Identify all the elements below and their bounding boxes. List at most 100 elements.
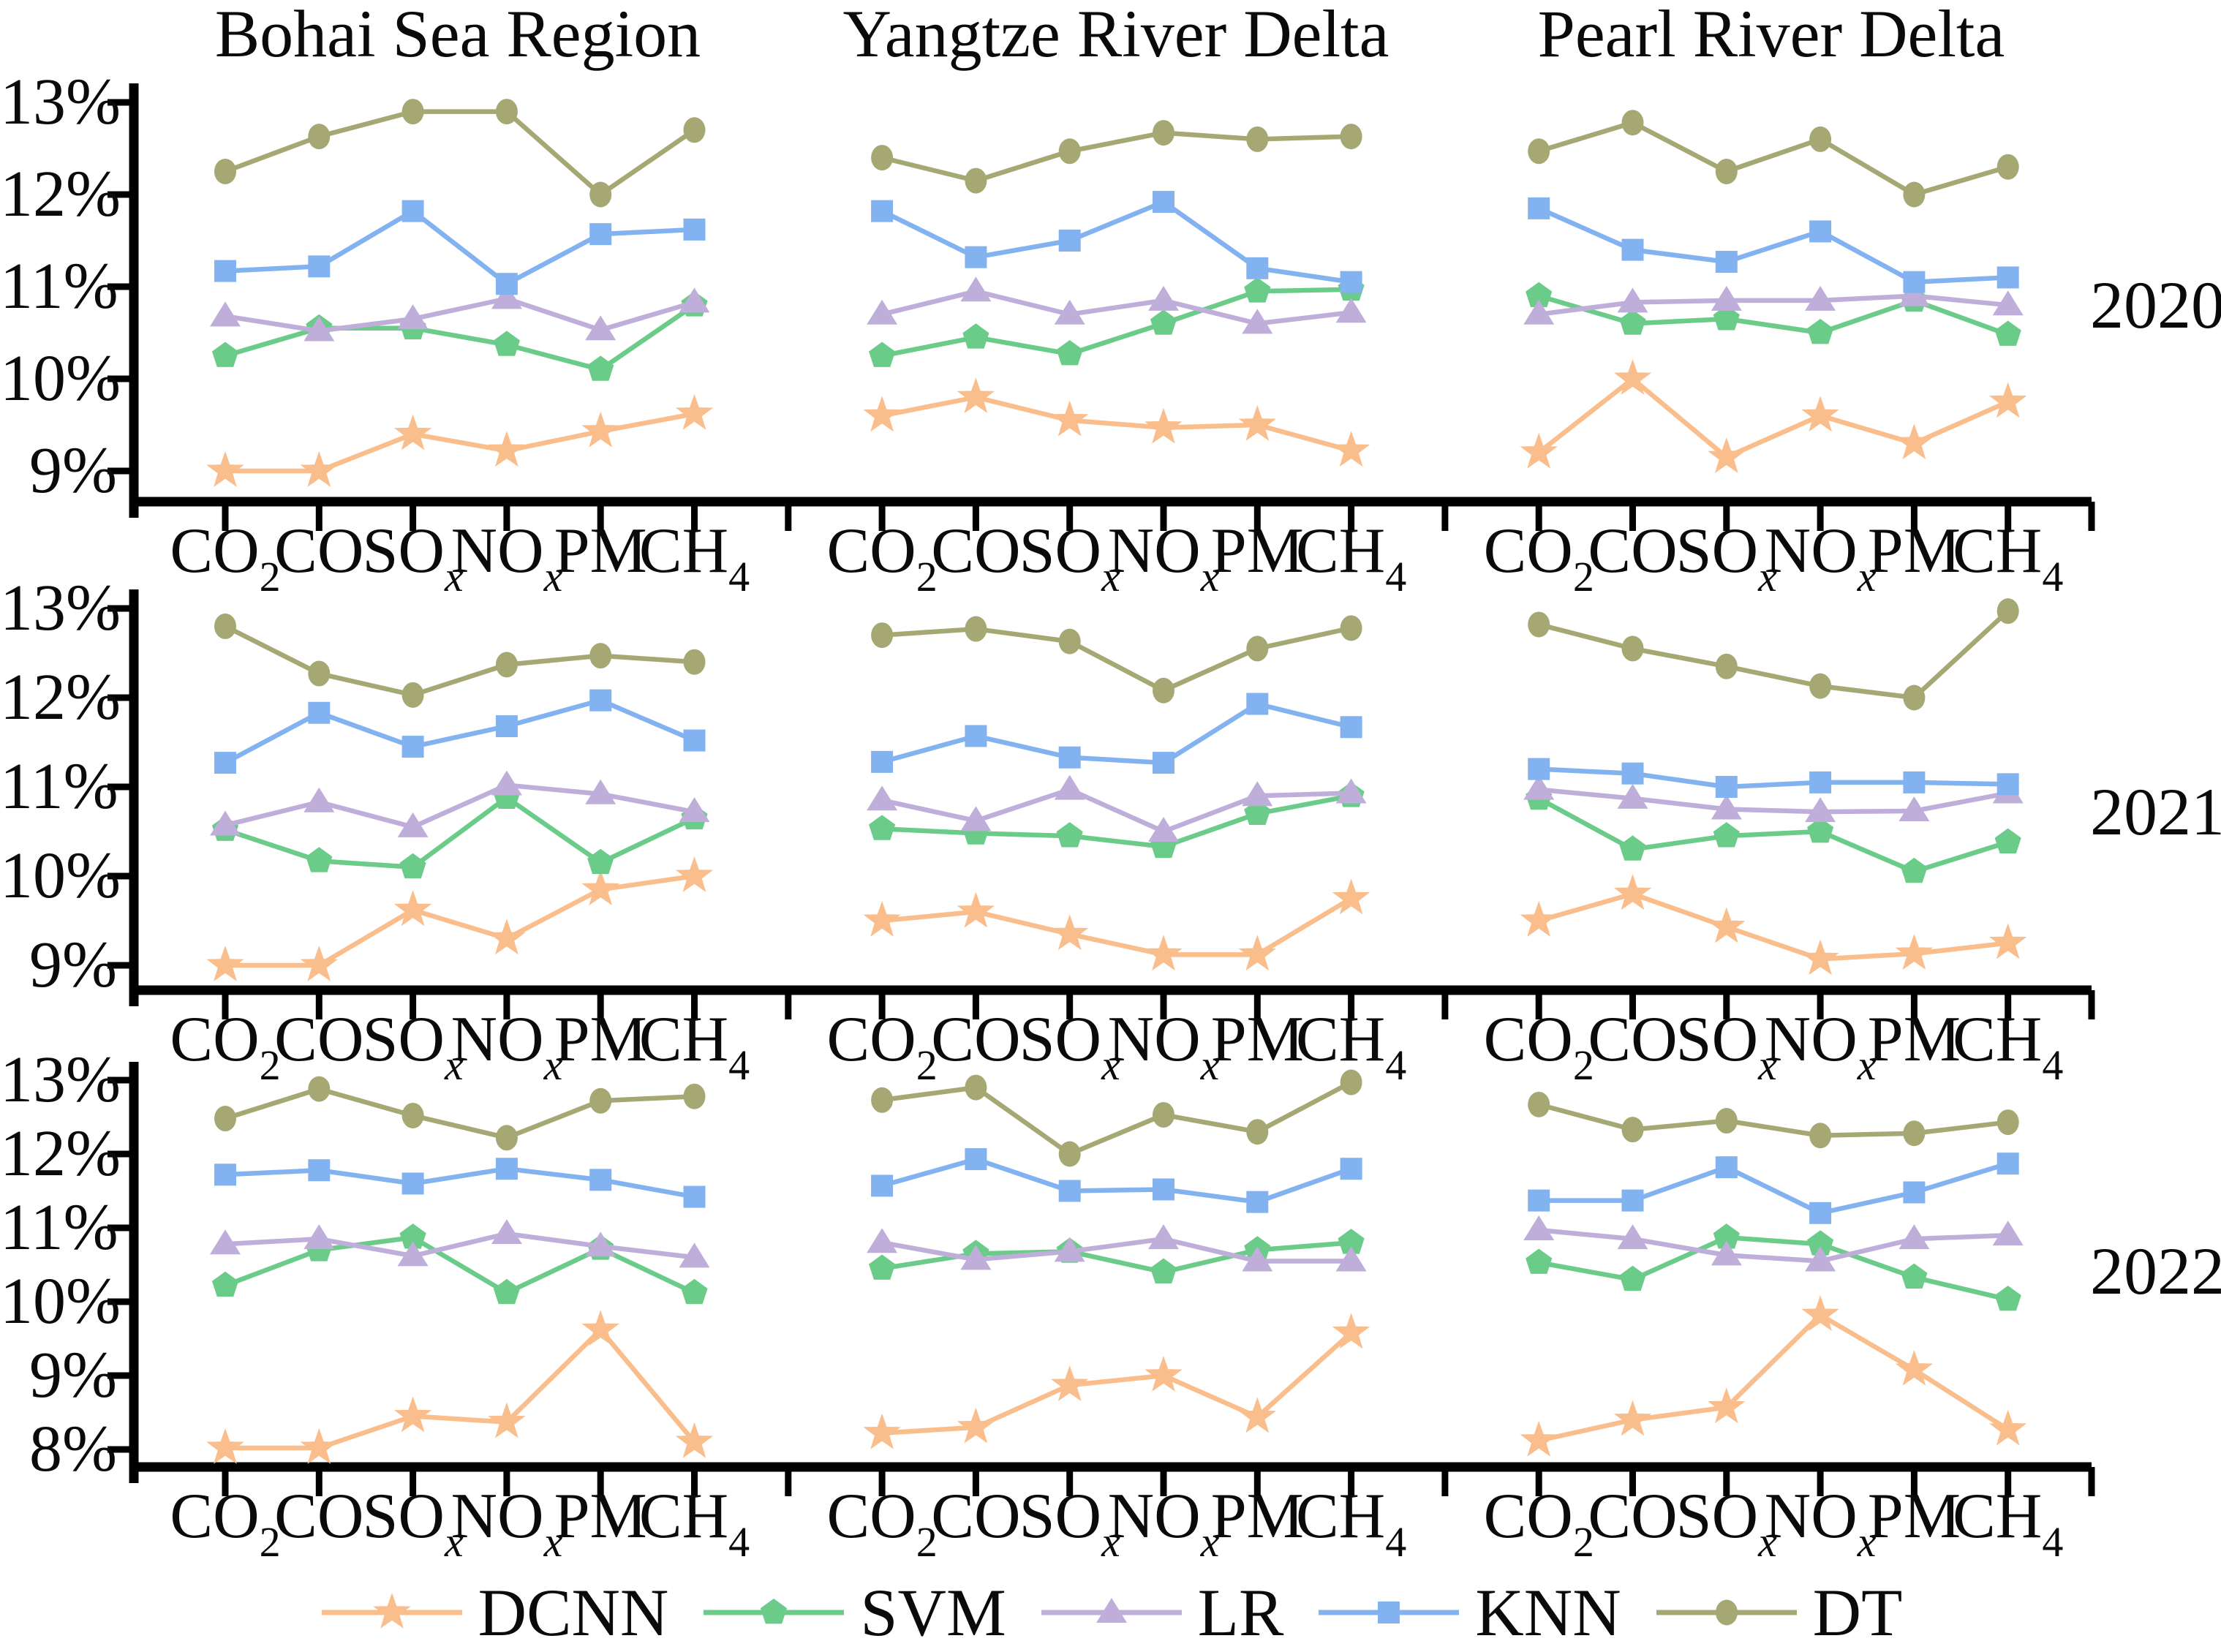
- x-tick-label: NOx: [1107, 516, 1220, 601]
- series-marker-star: [206, 1427, 244, 1464]
- series-marker-star: [1801, 1295, 1839, 1332]
- series-line-KNN: [1536, 1161, 2010, 1216]
- series-line-KNN: [1536, 205, 2010, 284]
- series-marker-pentagon: [1526, 282, 1553, 307]
- x-tick-label: CO2: [170, 516, 281, 601]
- x-tick-label: CO2: [826, 516, 938, 601]
- series-marker-star: [300, 946, 338, 981]
- x-tick-label: CO: [274, 1481, 364, 1552]
- series-marker-pentagon: [587, 355, 614, 381]
- series-line-DCNN: [879, 394, 1354, 453]
- series-marker-star: [1895, 934, 1934, 970]
- series-marker-circle: [214, 1106, 236, 1132]
- series-marker-pentagon: [1619, 1265, 1646, 1291]
- series-line-LR: [222, 782, 697, 830]
- series-marker-triangle: [1523, 1215, 1555, 1241]
- series-marker-pentagon: [1901, 1263, 1928, 1289]
- x-tick-label: CH4: [1295, 516, 1407, 601]
- x-tick-label: CO2: [826, 1004, 938, 1090]
- series-marker-star: [1801, 396, 1839, 432]
- series-line-DCNN: [222, 1327, 697, 1451]
- row-label-2020: 2020: [2090, 268, 2221, 342]
- series-marker-circle: [308, 1076, 331, 1102]
- series-marker-pentagon: [681, 1278, 708, 1305]
- series-marker-square: [1153, 1178, 1174, 1201]
- series-marker-pentagon: [962, 323, 989, 349]
- series-marker-square: [1246, 1191, 1269, 1213]
- series-marker-circle: [1996, 598, 2019, 625]
- series-line-LR: [222, 1231, 697, 1260]
- series-marker-square: [965, 246, 987, 268]
- series-marker-circle: [871, 1087, 894, 1113]
- series-marker-triangle: [303, 787, 335, 812]
- series-marker-triangle: [960, 1245, 992, 1270]
- series-marker-square: [1621, 1189, 1644, 1212]
- x-tick-label: PM: [554, 516, 647, 587]
- series-marker-square: [871, 200, 894, 222]
- series-marker-square: [1621, 238, 1644, 261]
- series-marker-star: [393, 414, 432, 450]
- y-tick-label: 10%: [0, 342, 121, 415]
- series-marker-circle: [1246, 126, 1269, 152]
- series-marker-star: [1613, 874, 1652, 910]
- series-marker-star: [1238, 405, 1276, 441]
- series-marker-star: [675, 393, 714, 430]
- y-tick-label: 11%: [0, 250, 118, 323]
- x-tick-label: PM: [1210, 1481, 1304, 1552]
- series-line-SVM: [1536, 1234, 2010, 1302]
- series-marker-circle: [1153, 120, 1174, 146]
- series-marker-square: [1715, 250, 1738, 273]
- series-marker-circle: [1340, 615, 1362, 641]
- series-marker-star: [1145, 1356, 1183, 1392]
- series-marker-circle: [683, 1083, 706, 1109]
- x-tick-label: CH4: [638, 1004, 750, 1090]
- lr-triangle-icon: [1041, 1598, 1182, 1623]
- series-line-LR: [1536, 787, 2010, 815]
- series-marker-star: [1332, 878, 1370, 915]
- series-marker-circle: [1528, 1091, 1550, 1117]
- series-line-KNN: [879, 701, 1354, 766]
- series-marker-triangle: [210, 810, 241, 836]
- series-marker-triangle: [585, 315, 616, 341]
- series-marker-triangle: [1617, 287, 1648, 313]
- series-marker-triangle: [1335, 778, 1367, 804]
- series-marker-square: [1528, 758, 1550, 780]
- series-marker-triangle: [1054, 774, 1085, 800]
- series-marker-triangle: [1148, 817, 1179, 842]
- series-line-SVM: [222, 1234, 697, 1296]
- series-marker-star: [1989, 382, 2027, 418]
- series-marker-square: [214, 752, 236, 774]
- series-line-DCNN: [1536, 891, 2010, 962]
- x-tick-label: SOx: [362, 1481, 464, 1566]
- series-marker-triangle: [491, 770, 522, 796]
- series-marker-circle: [401, 1102, 424, 1128]
- series-marker-square: [1246, 257, 1269, 279]
- series-marker-square: [1621, 762, 1644, 785]
- series-marker-star: [300, 1427, 338, 1464]
- x-tick-label: CH4: [638, 1481, 750, 1566]
- x-tick-label: CO: [1588, 1004, 1678, 1075]
- series-line-SVM: [222, 302, 697, 372]
- series-marker-pentagon: [1994, 1285, 2021, 1311]
- series-marker-square: [1809, 220, 1832, 243]
- series-marker-square: [1996, 1153, 2019, 1175]
- series-marker-circle: [401, 682, 424, 708]
- series-marker-circle: [683, 649, 706, 675]
- series-marker-square: [495, 715, 518, 738]
- series-marker-circle: [401, 99, 424, 125]
- x-tick-label: NOx: [1107, 1004, 1220, 1090]
- series-marker-pentagon: [1619, 309, 1646, 335]
- series-marker-triangle: [210, 1229, 241, 1255]
- series-line-DT: [1536, 608, 2010, 701]
- series-marker-triangle: [1054, 299, 1085, 325]
- series-marker-circle: [1058, 138, 1081, 165]
- series-marker-star: [1520, 1420, 1558, 1457]
- series-line-DT: [1536, 1102, 2010, 1138]
- series-marker-triangle: [1805, 285, 1836, 311]
- series-marker-circle: [1058, 628, 1081, 655]
- series-marker-star: [1051, 400, 1089, 437]
- series-line-KNN: [1536, 766, 2010, 790]
- series-marker-star: [1332, 431, 1370, 467]
- x-tick-label: PM: [554, 1004, 647, 1075]
- series-marker-star: [1051, 1365, 1089, 1401]
